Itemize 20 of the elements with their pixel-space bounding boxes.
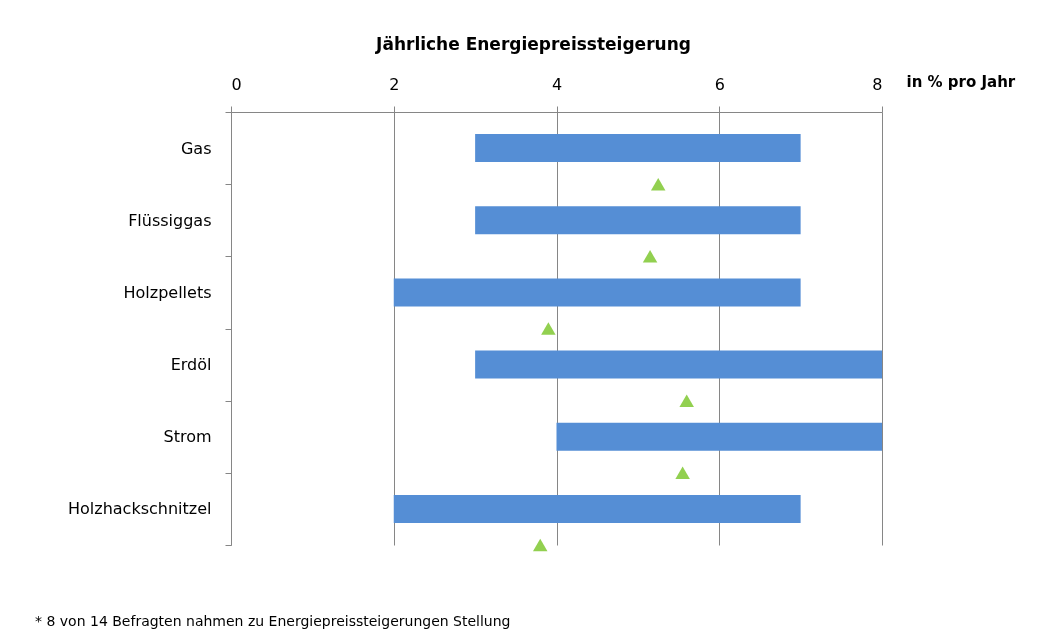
x-tick-label: 6	[714, 74, 725, 94]
point	[642, 250, 658, 263]
y-tick-label: Holzhackschnitzel	[68, 499, 212, 519]
y-tick-label: Gas	[180, 138, 212, 158]
x-tick-label: 2	[389, 74, 400, 94]
point	[541, 322, 556, 335]
chart-title: Jährliche Energiepreissteigerung	[375, 34, 691, 54]
x-tick-label: 8	[872, 74, 883, 94]
y-tick-label: Flüssiggas	[128, 210, 212, 230]
point	[679, 394, 694, 407]
point	[675, 466, 690, 480]
y-tick-label: Holzpellets	[123, 282, 212, 302]
point	[532, 538, 548, 552]
y-tick-label: Erdöl	[170, 355, 212, 375]
y-tick-label: Strom	[163, 427, 212, 447]
point	[650, 177, 666, 191]
x-tick-label: 0	[231, 74, 242, 94]
text: * 8 von 14 Befragten nahmen zu Energiepreissteigerungen Stellung	[35, 613, 511, 629]
x-axis-title: in % pro Jahr	[906, 72, 1016, 91]
x-tick-label: 4	[551, 74, 563, 94]
